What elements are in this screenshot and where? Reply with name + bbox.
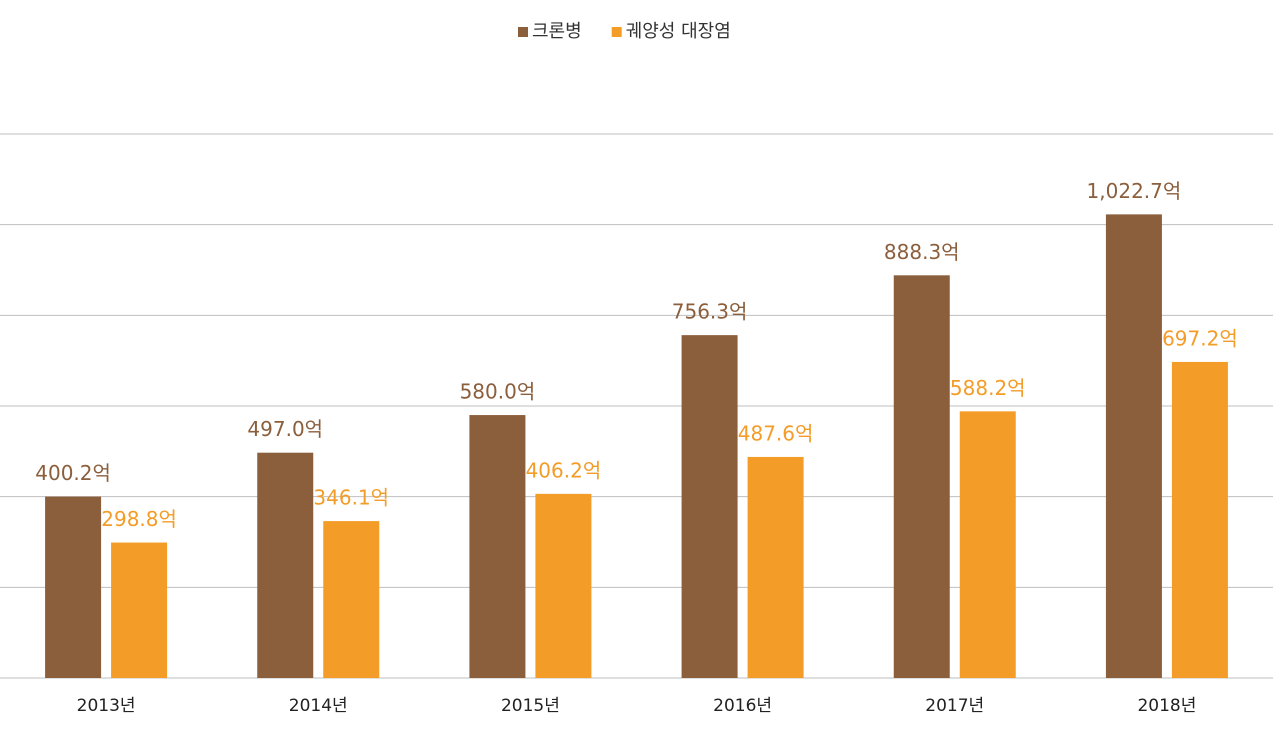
data-label: 346.1억	[313, 486, 389, 510]
x-tick-label: 2016년	[713, 696, 772, 716]
bar	[45, 496, 102, 678]
x-tick-label: 2017년	[925, 696, 984, 716]
x-tick-label: 2018년	[1137, 696, 1196, 716]
bar	[535, 493, 592, 678]
bar	[1171, 361, 1228, 678]
legend-swatch	[518, 27, 528, 37]
data-label: 888.3억	[884, 240, 960, 264]
data-label: 697.2억	[1162, 326, 1238, 350]
data-label: 756.3억	[672, 300, 748, 324]
legend: 크론병 궤양성 대장염	[518, 21, 731, 42]
bar	[681, 335, 738, 678]
bar	[111, 542, 168, 678]
bar	[893, 275, 950, 678]
x-tick-label: 2015년	[501, 696, 560, 716]
legend-label: 크론병	[532, 21, 582, 42]
x-tick-label: 2013년	[77, 696, 136, 716]
data-label: 497.0억	[247, 417, 323, 441]
data-label: 400.2억	[35, 461, 111, 485]
bar	[469, 415, 526, 678]
data-label: 406.2억	[526, 458, 602, 482]
bar	[747, 456, 804, 678]
bar	[1105, 214, 1162, 678]
data-label: 588.2억	[950, 376, 1026, 400]
data-label: 1,022.7억	[1087, 179, 1182, 203]
bar	[323, 521, 380, 678]
legend-label: 궤양성 대장염	[626, 21, 731, 42]
legend-swatch	[611, 27, 622, 37]
data-label: 580.0억	[460, 380, 536, 404]
x-tick-label: 2014년	[289, 696, 348, 716]
data-label: 487.6억	[738, 421, 814, 445]
bar	[959, 411, 1016, 678]
bar	[257, 452, 314, 678]
data-label: 298.8억	[101, 507, 177, 531]
